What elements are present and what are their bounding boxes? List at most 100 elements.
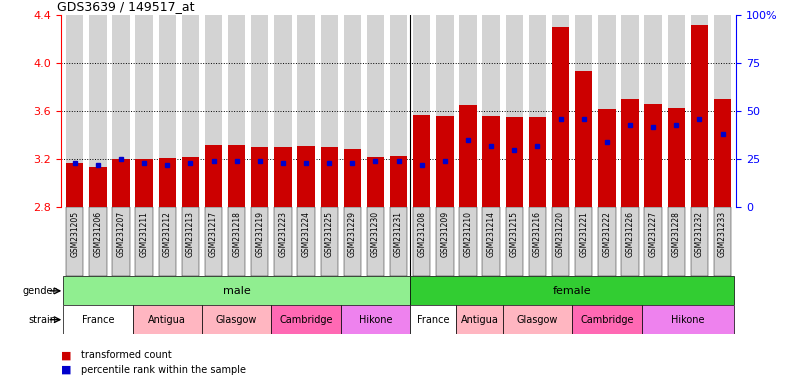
FancyBboxPatch shape: [132, 305, 202, 334]
FancyBboxPatch shape: [390, 207, 407, 276]
Text: GSM231225: GSM231225: [324, 211, 333, 257]
Bar: [667, 108, 685, 207]
Bar: [159, 15, 176, 207]
FancyBboxPatch shape: [642, 305, 734, 334]
FancyBboxPatch shape: [274, 207, 292, 276]
Text: GSM231206: GSM231206: [93, 211, 102, 257]
FancyBboxPatch shape: [572, 305, 642, 334]
Bar: [251, 147, 268, 207]
FancyBboxPatch shape: [159, 207, 176, 276]
FancyBboxPatch shape: [457, 305, 503, 334]
FancyBboxPatch shape: [182, 207, 199, 276]
Bar: [66, 15, 84, 207]
Text: GSM231220: GSM231220: [556, 211, 565, 257]
Text: GSM231208: GSM231208: [417, 211, 427, 257]
FancyBboxPatch shape: [320, 207, 338, 276]
FancyBboxPatch shape: [89, 207, 106, 276]
Bar: [159, 158, 176, 207]
Bar: [135, 159, 152, 207]
Bar: [413, 115, 431, 207]
Bar: [575, 71, 592, 207]
Text: GSM231231: GSM231231: [394, 211, 403, 257]
Bar: [320, 147, 338, 207]
FancyBboxPatch shape: [410, 305, 457, 334]
Bar: [599, 109, 616, 207]
Bar: [112, 15, 130, 207]
FancyBboxPatch shape: [228, 207, 246, 276]
FancyBboxPatch shape: [413, 207, 431, 276]
Text: gender: gender: [22, 286, 57, 296]
FancyBboxPatch shape: [66, 207, 84, 276]
Text: GSM231218: GSM231218: [232, 211, 241, 257]
Bar: [599, 15, 616, 207]
FancyBboxPatch shape: [410, 276, 734, 305]
FancyBboxPatch shape: [505, 207, 523, 276]
FancyBboxPatch shape: [645, 207, 662, 276]
FancyBboxPatch shape: [691, 207, 708, 276]
Bar: [205, 145, 222, 207]
Text: GSM231230: GSM231230: [371, 211, 380, 257]
Bar: [344, 15, 361, 207]
FancyBboxPatch shape: [436, 207, 453, 276]
Text: female: female: [553, 286, 591, 296]
Text: GSM231207: GSM231207: [117, 211, 126, 257]
Bar: [436, 15, 453, 207]
Text: Antigua: Antigua: [461, 314, 499, 325]
FancyBboxPatch shape: [575, 207, 592, 276]
Bar: [529, 15, 546, 207]
Bar: [89, 15, 106, 207]
Bar: [691, 25, 708, 207]
Text: strain: strain: [28, 314, 57, 325]
Text: GSM231212: GSM231212: [163, 211, 172, 257]
Text: male: male: [223, 286, 251, 296]
Text: ■: ■: [61, 365, 71, 375]
Text: ■: ■: [61, 350, 71, 360]
Bar: [135, 15, 152, 207]
Text: France: France: [82, 314, 114, 325]
Bar: [367, 157, 384, 207]
FancyBboxPatch shape: [344, 207, 361, 276]
Bar: [390, 156, 407, 207]
Bar: [551, 27, 569, 207]
Bar: [529, 118, 546, 207]
Bar: [645, 104, 662, 207]
Bar: [320, 15, 338, 207]
Text: GSM231227: GSM231227: [649, 211, 658, 257]
FancyBboxPatch shape: [599, 207, 616, 276]
Bar: [459, 105, 477, 207]
Text: percentile rank within the sample: percentile rank within the sample: [81, 365, 246, 375]
Bar: [483, 15, 500, 207]
Text: France: France: [417, 314, 449, 325]
Text: GDS3639 / 149517_at: GDS3639 / 149517_at: [58, 0, 195, 13]
FancyBboxPatch shape: [529, 207, 546, 276]
Bar: [714, 99, 732, 207]
FancyBboxPatch shape: [667, 207, 685, 276]
Bar: [251, 15, 268, 207]
FancyBboxPatch shape: [205, 207, 222, 276]
Text: GSM231229: GSM231229: [348, 211, 357, 257]
Text: GSM231226: GSM231226: [625, 211, 634, 257]
Text: Glasgow: Glasgow: [517, 314, 558, 325]
FancyBboxPatch shape: [63, 305, 132, 334]
Bar: [205, 15, 222, 207]
Bar: [66, 163, 84, 207]
FancyBboxPatch shape: [272, 305, 341, 334]
Text: GSM231213: GSM231213: [186, 211, 195, 257]
Text: GSM231210: GSM231210: [464, 211, 473, 257]
Bar: [436, 116, 453, 207]
FancyBboxPatch shape: [551, 207, 569, 276]
Bar: [575, 15, 592, 207]
Text: GSM231233: GSM231233: [718, 211, 727, 257]
Bar: [551, 15, 569, 207]
Bar: [691, 15, 708, 207]
Text: Glasgow: Glasgow: [216, 314, 257, 325]
FancyBboxPatch shape: [135, 207, 152, 276]
Text: transformed count: transformed count: [81, 350, 172, 360]
Text: Cambridge: Cambridge: [279, 314, 333, 325]
FancyBboxPatch shape: [483, 207, 500, 276]
Text: GSM231211: GSM231211: [139, 211, 148, 257]
Bar: [274, 15, 292, 207]
Bar: [483, 116, 500, 207]
Text: GSM231221: GSM231221: [579, 211, 588, 257]
Bar: [621, 99, 638, 207]
